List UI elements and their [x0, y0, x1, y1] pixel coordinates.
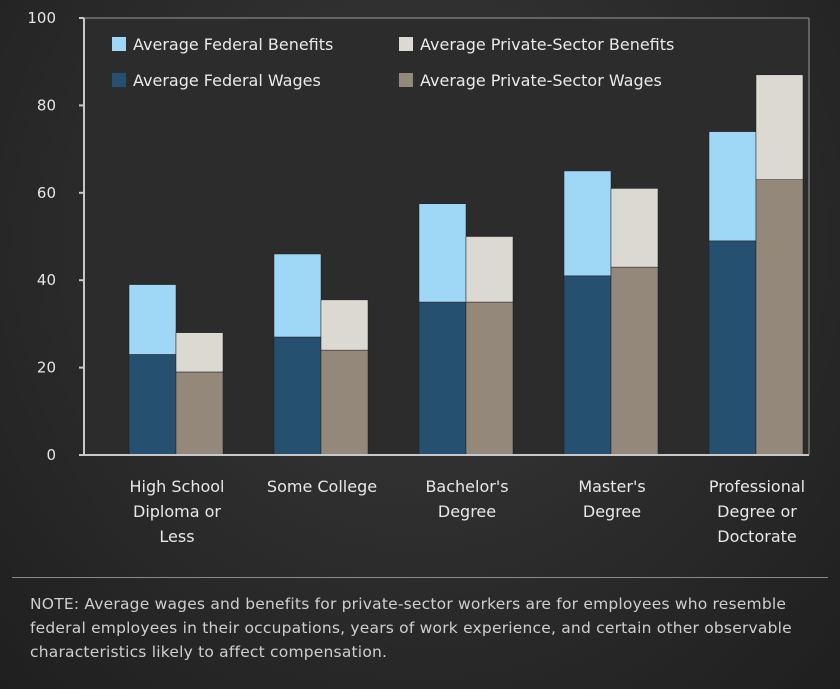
bar-private-wages — [755, 179, 804, 456]
bar-private-benefits — [755, 74, 804, 180]
y-tick-label: 80 — [37, 96, 56, 114]
bar-private-benefits — [320, 299, 369, 351]
y-tick-label: 40 — [37, 271, 56, 289]
bar-federal-benefits — [273, 253, 322, 338]
bar-federal-wages — [128, 354, 177, 456]
bar-federal-wages — [418, 301, 467, 456]
x-tick-label: Degree or — [717, 502, 797, 521]
x-tick-label: Less — [159, 527, 194, 546]
bar-federal-benefits — [708, 131, 757, 242]
y-tick-label: 60 — [37, 184, 56, 202]
divider — [12, 577, 828, 578]
x-tick-label: High School — [130, 477, 225, 496]
bar-private-wages — [175, 371, 224, 456]
bar-private-benefits — [465, 236, 514, 303]
bar-private-wages — [320, 349, 369, 456]
legend-swatch — [399, 37, 413, 51]
bar-private-wages — [465, 301, 514, 456]
x-tick-label: Diploma or — [133, 502, 221, 521]
x-tick-label: Some College — [267, 477, 377, 496]
legend-swatch — [112, 37, 126, 51]
axes-layer: 0 20 40 60 80 100 High School Diploma or Less Som… — [27, 9, 810, 546]
legend: Average Federal Benefits Average Private-… — [112, 35, 674, 90]
x-tick-label: Master's — [578, 477, 645, 496]
bar-federal-wages — [563, 275, 612, 456]
bar-private-wages — [610, 266, 659, 456]
bar-federal-wages — [708, 240, 757, 456]
legend-label: Average Federal Wages — [133, 71, 321, 90]
y-tick-label: 100 — [27, 9, 56, 27]
legend-label: Average Federal Benefits — [133, 35, 333, 54]
bar-private-benefits — [175, 332, 224, 373]
x-tick-label: Professional — [709, 477, 805, 496]
bar-private-benefits — [610, 188, 659, 268]
note-text: NOTE: Average wages and benefits for pri… — [30, 595, 792, 661]
legend-label: Average Private-Sector Wages — [420, 71, 662, 90]
bar-federal-wages — [273, 336, 322, 456]
chart: 0 20 40 60 80 100 High School Diploma or Less Som… — [27, 9, 810, 546]
bar-federal-benefits — [563, 170, 612, 277]
x-tick-label: Degree — [438, 502, 496, 521]
x-tick-label: Doctorate — [717, 527, 796, 546]
legend-swatch — [112, 73, 126, 87]
y-tick-label: 20 — [37, 359, 56, 377]
y-tick-label: 0 — [46, 446, 56, 464]
bar-federal-benefits — [128, 284, 177, 355]
x-tick-label: Degree — [583, 502, 641, 521]
bars-layer — [128, 74, 804, 456]
x-tick-label: Bachelor's — [425, 477, 508, 496]
legend-swatch — [399, 73, 413, 87]
legend-label: Average Private-Sector Benefits — [420, 35, 674, 54]
bar-federal-benefits — [418, 203, 467, 303]
